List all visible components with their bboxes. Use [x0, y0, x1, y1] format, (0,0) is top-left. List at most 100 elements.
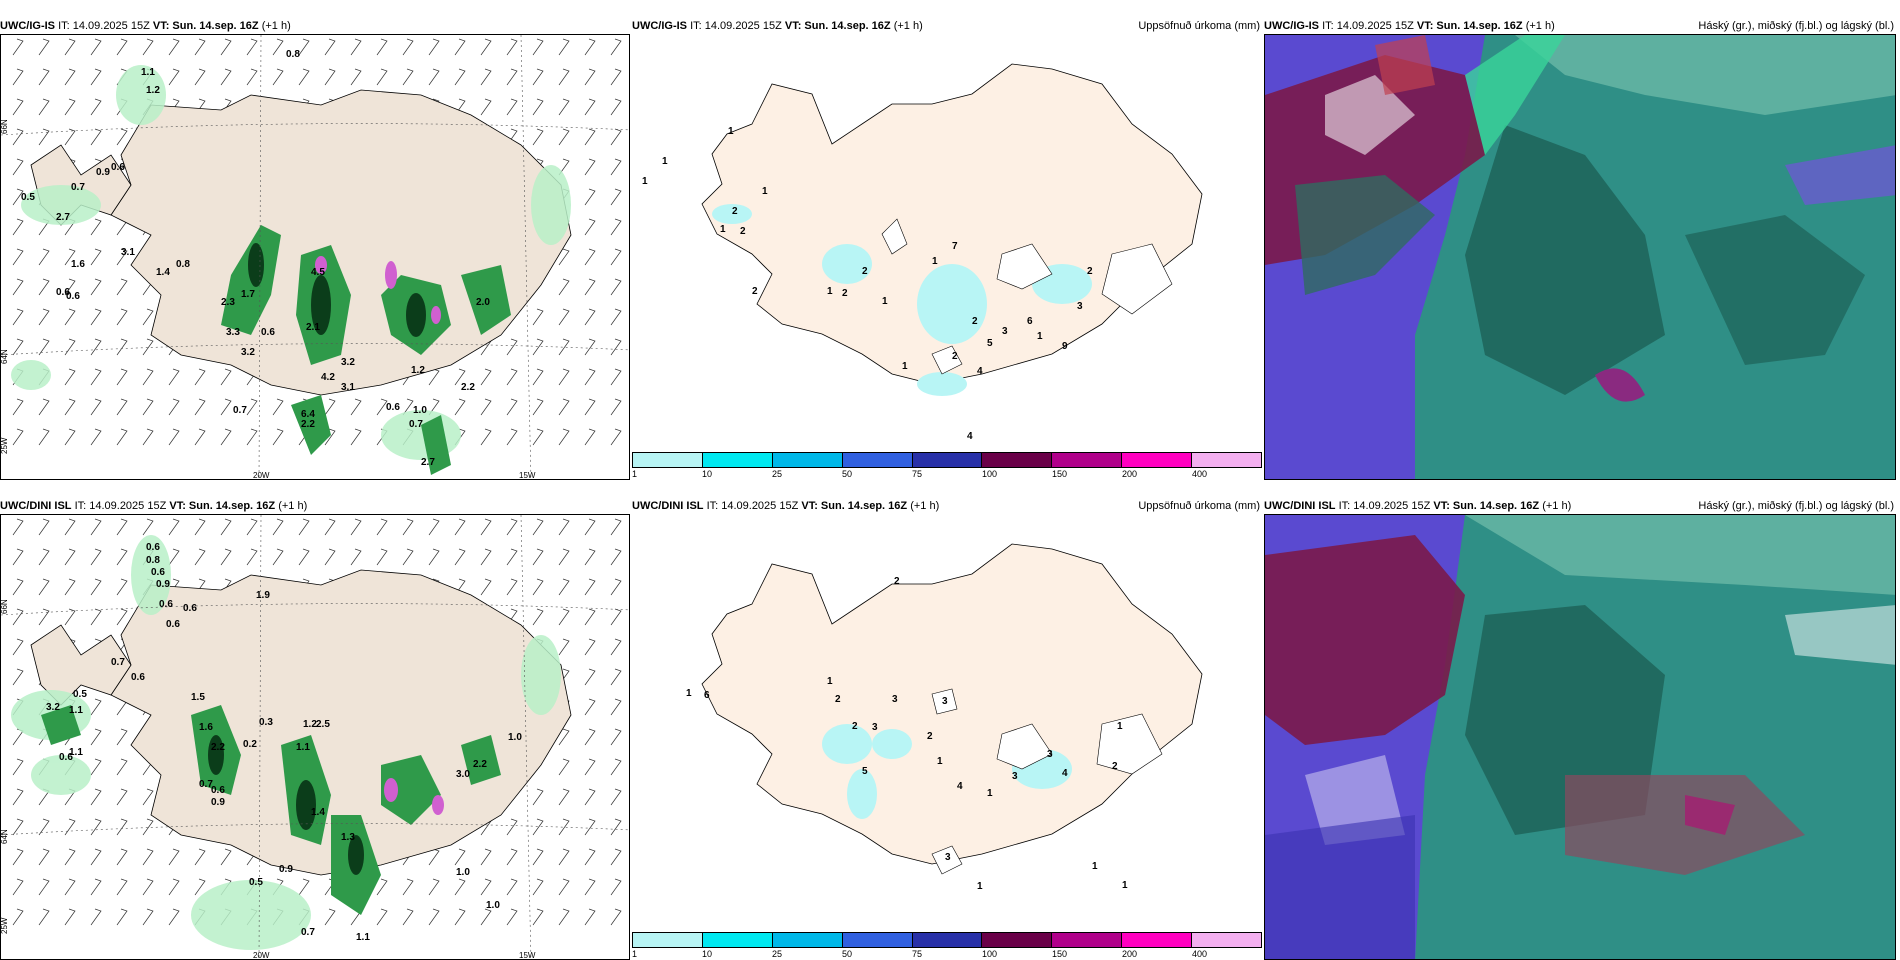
wind-barb	[532, 518, 544, 536]
wind-barb	[532, 548, 544, 566]
wind-barb	[64, 248, 76, 266]
wind-barb	[584, 158, 596, 176]
colorbar-tick: 50	[842, 469, 853, 479]
wind-barb	[142, 338, 154, 356]
value-label: 1	[1117, 721, 1123, 732]
value-label: 0.9	[156, 579, 170, 590]
value-label: 1	[977, 881, 983, 892]
wind-barb	[12, 608, 24, 626]
wind-barb	[12, 878, 24, 896]
value-label: 3.1	[121, 247, 135, 258]
value-label: 3.2	[341, 357, 355, 368]
colorbar-swatch	[1192, 933, 1262, 947]
wind-barb	[428, 878, 440, 896]
wind-barb	[610, 68, 622, 86]
contour-labels: 0.8 1.1 1.2 0.7 0.9 0.6 0.5 2.7 3.1 1.6 …	[21, 49, 490, 468]
wind-barb	[610, 188, 622, 206]
wind-barb	[454, 518, 466, 536]
wind-barb	[38, 248, 50, 266]
wind-barb	[610, 398, 622, 416]
value-label: 4	[967, 431, 973, 442]
wind-barb	[116, 368, 128, 386]
wind-barb	[610, 518, 622, 536]
wind-barb	[350, 428, 362, 446]
colorbar-swatch	[702, 453, 773, 467]
init-time: IT: 14.09.2025 15Z	[58, 20, 150, 32]
wind-barb	[220, 68, 232, 86]
colorbar-swatch	[982, 453, 1053, 467]
value-label: 1.2	[411, 365, 425, 376]
wind-barb	[610, 668, 622, 686]
wind-barb	[350, 398, 362, 416]
value-label: 0.6	[66, 291, 80, 302]
value-label: 0.6	[131, 672, 145, 683]
wind-barb	[506, 848, 518, 866]
wind-barb	[90, 308, 102, 326]
wind-barb	[90, 38, 102, 56]
wind-barb	[220, 848, 232, 866]
value-label: 2	[1112, 761, 1118, 772]
wind-barb	[298, 548, 310, 566]
wind-barb	[480, 38, 492, 56]
value-label: 3	[942, 696, 948, 707]
wind-barb	[324, 68, 336, 86]
model-name: UWC/DINI ISL	[0, 500, 72, 512]
colorbar-tick: 10	[702, 469, 713, 479]
wind-barb	[610, 278, 622, 296]
wind-barb	[610, 38, 622, 56]
wind-barb	[116, 278, 128, 296]
wind-barb	[506, 908, 518, 926]
wind-barb	[12, 428, 24, 446]
wind-barb	[194, 518, 206, 536]
wind-barb	[38, 68, 50, 86]
wind-barb	[584, 788, 596, 806]
value-label: 1	[1122, 880, 1128, 891]
wind-barb	[116, 308, 128, 326]
lon-label: 15W	[519, 951, 536, 960]
wind-barb	[428, 68, 440, 86]
value-label: 1	[987, 788, 993, 799]
wind-barb	[558, 398, 570, 416]
wind-barb	[64, 428, 76, 446]
lead-time: (+1 h)	[278, 500, 308, 512]
row2-wind-precip-panel: UWC/DINI ISL IT: 14.09.2025 15Z VT: Sun.…	[0, 498, 630, 960]
wind-barb	[38, 518, 50, 536]
wind-barb	[480, 98, 492, 116]
wind-barb	[12, 68, 24, 86]
wind-barb	[90, 698, 102, 716]
lead-time: (+1 h)	[893, 20, 923, 32]
wind-barb	[168, 908, 180, 926]
value-label: 2.3	[221, 297, 235, 308]
wind-barb	[480, 398, 492, 416]
wind-barb	[12, 548, 24, 566]
value-label: 1	[762, 186, 768, 197]
wind-barb	[610, 818, 622, 836]
value-label: 1	[686, 688, 692, 699]
wind-barb	[90, 218, 102, 236]
wind-barb	[584, 278, 596, 296]
wind-barb	[246, 398, 258, 416]
wind-barb	[12, 518, 24, 536]
value-label: 1.1	[69, 705, 83, 716]
wind-barb	[506, 548, 518, 566]
precip-colorbar: 1 10 25 50 75 100 150 200 400	[632, 452, 1262, 480]
wind-barb	[116, 848, 128, 866]
value-label: 1	[662, 156, 668, 167]
value-label: 0.7	[199, 779, 213, 790]
wind-barb	[376, 518, 388, 536]
wind-barb	[90, 398, 102, 416]
wind-barb	[12, 818, 24, 836]
value-label: 3	[945, 852, 951, 863]
wind-barb	[116, 548, 128, 566]
value-label: 0.8	[146, 555, 160, 566]
wind-barb	[246, 38, 258, 56]
wind-barb	[532, 908, 544, 926]
value-label: 2	[927, 731, 933, 742]
wind-barb	[480, 428, 492, 446]
value-label: 0.6	[183, 603, 197, 614]
wind-barb	[64, 848, 76, 866]
value-label: 2	[1087, 266, 1093, 277]
wind-barb	[194, 428, 206, 446]
wind-barb	[558, 548, 570, 566]
wind-barb	[298, 38, 310, 56]
